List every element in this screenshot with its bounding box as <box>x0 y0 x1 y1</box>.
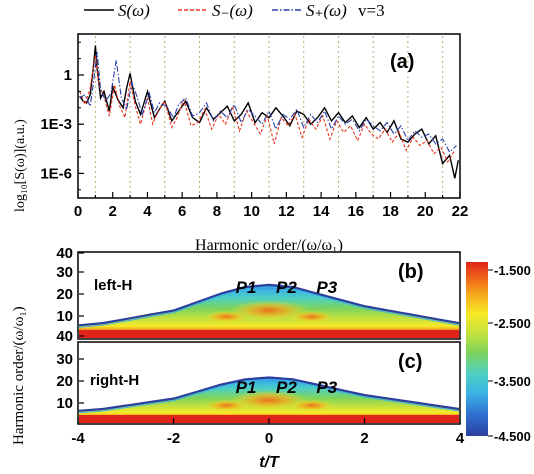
x-tick-label: 20 <box>417 203 434 220</box>
heatmap-envelope <box>78 283 460 327</box>
x-tick-label: 10 <box>243 203 260 220</box>
peak-label: P3 <box>316 278 337 297</box>
shared-x-tick-label: -4 <box>71 430 85 447</box>
heat-y-tick-label: 40 <box>56 245 73 262</box>
heat-y-tick-label: 20 <box>56 286 73 303</box>
panel-b: (b) left-H P1 P2 P3 40 30 20 10 40 <box>56 245 461 345</box>
panel-a-label: (a) <box>390 51 414 73</box>
panel-a-series <box>79 45 459 179</box>
colorbar: -1.500 -2.500 -3.500 -4.500 <box>466 262 531 444</box>
legend-label-s-minus: S₋(ω) <box>212 1 253 20</box>
legend-label-s: S(ω) <box>118 1 150 20</box>
heat-y-tick-label: 10 <box>56 395 73 412</box>
heatmap-envelope-inner <box>78 286 460 328</box>
x-tick-label: 22 <box>452 203 469 220</box>
colorbar-ticks: -1.500 -2.500 -3.500 -4.500 <box>488 263 531 444</box>
shared-xlabel: t/T <box>259 454 280 471</box>
peak-label: P2 <box>276 378 297 397</box>
peak-label: P2 <box>276 278 297 297</box>
panel-b-peak-labels: P1 P2 P3 <box>236 278 338 297</box>
heatmap-hotspot <box>204 310 249 323</box>
panel-b-inner-label: left-H <box>94 277 132 294</box>
heat-y-tick-label: 40 <box>56 328 73 345</box>
x-tick-label: 12 <box>278 203 295 220</box>
colorbar-tick-label: -2.500 <box>494 316 531 331</box>
heat-y-tick-label: 20 <box>56 373 73 390</box>
legend-v-label: v=3 <box>358 1 385 20</box>
heatmap-envelope-inner <box>78 378 460 414</box>
shared-ylabel: Harmonic order/(ω/ω₁) <box>11 306 27 445</box>
panel-c-peak-labels: P1 P2 P3 <box>236 378 338 397</box>
panel-c-y-ticks: 30 20 10 <box>56 351 84 412</box>
peak-label: P1 <box>236 278 257 297</box>
x-tick-label: 14 <box>313 203 330 220</box>
legend: S(ω) S₋(ω) S₊(ω) v=3 <box>84 1 385 20</box>
panel-c-inner-label: right-H <box>90 372 139 389</box>
heatmap-base-band <box>79 330 459 338</box>
panel-a-dotted-lines <box>94 36 444 198</box>
x-tick-label: 18 <box>382 203 399 220</box>
series-line-s_plus <box>79 51 457 153</box>
series-line-s <box>79 45 459 179</box>
heat-y-tick-label: 30 <box>56 351 73 368</box>
y-tick-label: 1E-3 <box>40 116 72 133</box>
x-tick-label: 0 <box>74 203 82 220</box>
heatmap-hotspot <box>229 300 309 321</box>
x-tick-label: 16 <box>347 203 364 220</box>
peak-label: P1 <box>236 378 257 397</box>
x-tick-label: 2 <box>109 203 117 220</box>
heatmap-hotspot <box>204 399 249 412</box>
panel-b-heatmap <box>78 283 460 338</box>
legend-label-s-plus: S₊(ω) <box>306 1 347 20</box>
x-tick-label: 8 <box>213 203 221 220</box>
y-tick-label: 1 <box>64 67 72 84</box>
heatmap-hotspot <box>289 399 334 412</box>
panel-c: (c) right-H P1 P2 P3 30 20 10 <box>56 341 461 425</box>
colorbar-tick-label: -4.500 <box>494 429 531 444</box>
y-tick-label: 1E-6 <box>40 165 72 182</box>
peak-label: P3 <box>316 378 337 397</box>
heatmap-envelope <box>78 376 460 412</box>
colorbar-bar <box>466 262 488 436</box>
x-tick-label: 4 <box>143 203 152 220</box>
colorbar-tick-label: -1.500 <box>494 263 531 278</box>
panel-b-y-ticks: 40 30 20 10 40 <box>56 245 84 345</box>
colorbar-tick-label: -3.500 <box>494 374 531 389</box>
panel-a-y-ticks: 1 1E-3 1E-6 <box>40 41 84 191</box>
shared-x-tick-label: 2 <box>360 430 368 447</box>
series-line-s_minus <box>79 55 456 164</box>
panel-b-label: (b) <box>398 261 424 283</box>
shared-x-tick-label: 0 <box>265 430 273 447</box>
panel-c-label: (c) <box>398 351 422 373</box>
panel-a: 0 2 4 6 8 10 12 14 16 18 20 22 1 1E-3 1E-6 (a) log₁₀[… <box>13 33 469 254</box>
panel-a-ylabel: log₁₀[S(ω)](a.u.) <box>13 119 28 212</box>
panel-a-xlabel: Harmonic order/(ω/ω₁) <box>195 237 343 254</box>
x-tick-label: 6 <box>178 203 186 220</box>
shared-x-ticks: -4 -2 0 2 4 <box>71 418 465 447</box>
panel-a-x-ticks: 0 2 4 6 8 10 12 14 16 18 20 22 <box>74 192 469 220</box>
shared-x-tick-label: -2 <box>167 430 180 447</box>
heat-y-tick-label: 30 <box>56 264 73 281</box>
heatmap-hotspot <box>229 390 309 411</box>
heat-y-tick-label: 10 <box>56 308 73 325</box>
shared-x-tick-label: 4 <box>456 430 465 447</box>
heatmap-hotspot <box>289 310 334 323</box>
